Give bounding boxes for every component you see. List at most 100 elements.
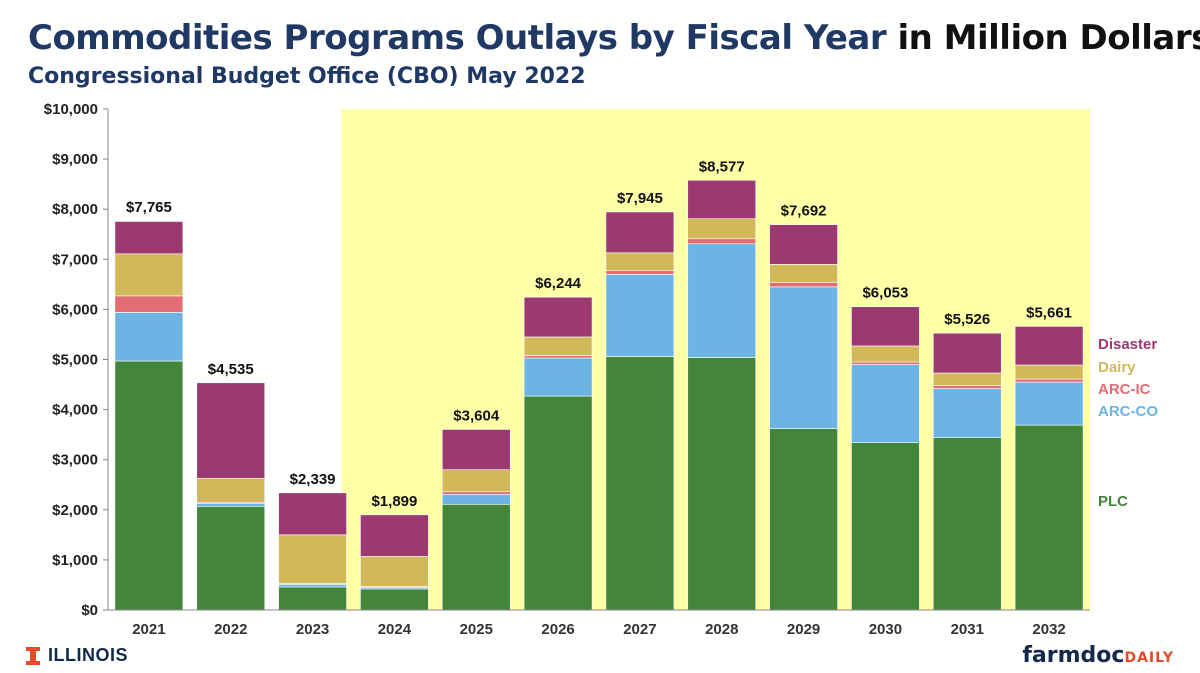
bar-segment-arc-co-2030: [851, 364, 920, 443]
x-tick-label-2021: 2021: [132, 621, 165, 638]
total-label-2021: $7,765: [126, 199, 172, 216]
bar-segment-dairy-2022: [196, 477, 266, 503]
legend-plc: PLC: [1098, 493, 1128, 510]
total-label-2028: $8,577: [699, 158, 745, 175]
bar-segment-arc-ic-2021: [114, 295, 184, 313]
bar-segment-dairy-2028: [687, 218, 757, 240]
legend-arc-co: ARC-CO: [1098, 403, 1158, 420]
bar-segment-plc-2026: [523, 395, 593, 611]
legend-disaster: Disaster: [1098, 336, 1157, 353]
total-label-2030: $6,053: [862, 285, 908, 302]
bar-segment-arc-ic-2028: [687, 238, 757, 245]
bar-segment-disaster-2027: [605, 211, 675, 254]
chart-title: Commodities Programs Outlays by Fiscal Y…: [28, 18, 1200, 58]
bar-segment-plc-2027: [605, 356, 675, 611]
y-tick-label: $4,000: [52, 402, 98, 419]
bar-segment-arc-ic-2032: [1014, 378, 1084, 383]
title-main: Commodities Programs Outlays by Fiscal Y…: [28, 18, 887, 58]
x-tick-label-2029: 2029: [787, 621, 820, 638]
legend-arc-ic: ARC-IC: [1098, 381, 1151, 398]
bar-segment-arc-co-2022: [196, 502, 266, 507]
total-label-2032: $5,661: [1026, 304, 1072, 321]
x-tick-label-2025: 2025: [460, 621, 493, 638]
bar-segment-arc-co-2023: [278, 584, 347, 588]
y-tick-label: $1,000: [52, 552, 98, 569]
y-tick-label: $6,000: [52, 301, 98, 318]
bar-segment-plc-2029: [769, 428, 838, 611]
bar-segment-plc-2030: [851, 442, 920, 611]
x-tick-label-2030: 2030: [869, 621, 902, 638]
bar-segment-dairy-2023: [278, 534, 347, 584]
total-label-2022: $4,535: [208, 361, 254, 378]
block-i-icon: [26, 646, 40, 665]
bar-segment-plc-2028: [687, 357, 757, 611]
bar-segment-arc-co-2026: [523, 357, 593, 397]
bar-segment-dairy-2031: [932, 372, 1002, 386]
bar-segment-dairy-2027: [605, 252, 675, 271]
total-label-2027: $7,945: [617, 190, 663, 207]
bar-segment-plc-2022: [196, 505, 266, 611]
bar-segment-arc-co-2031: [932, 388, 1002, 438]
bar-segment-arc-co-2032: [1014, 381, 1084, 426]
bar-segment-disaster-2023: [278, 492, 347, 536]
farmdoc-daily-logo: farmdocDAILY: [1022, 643, 1174, 668]
bar-segment-arc-ic-2029: [769, 282, 838, 288]
bar-segment-disaster-2024: [360, 514, 429, 557]
bar-segment-plc-2024: [360, 588, 429, 611]
x-tick-label-2024: 2024: [378, 621, 412, 638]
bar-segment-plc-2025: [441, 503, 511, 611]
y-tick-label: $5,000: [52, 352, 98, 369]
total-label-2031: $5,526: [944, 311, 990, 328]
total-label-2023: $2,339: [290, 471, 336, 488]
legend-dairy: Dairy: [1098, 359, 1136, 376]
y-tick-label: $7,000: [52, 251, 98, 268]
bar-segment-disaster-2030: [851, 306, 920, 347]
bar-segment-disaster-2028: [687, 179, 757, 220]
bar-segment-dairy-2032: [1014, 364, 1084, 380]
x-tick-label-2026: 2026: [541, 621, 574, 638]
bar-segment-disaster-2025: [441, 429, 511, 471]
bar-segment-arc-ic-2030: [851, 361, 920, 365]
bar-segment-disaster-2026: [523, 296, 593, 338]
bar-segment-arc-co-2027: [605, 274, 675, 357]
bar-segment-disaster-2032: [1014, 326, 1084, 366]
bar-segment-dairy-2021: [114, 253, 184, 297]
bar-segment-dairy-2029: [769, 264, 838, 283]
y-tick-label: $2,000: [52, 502, 98, 519]
y-tick-label: $8,000: [52, 201, 98, 218]
x-tick-label-2022: 2022: [214, 621, 247, 638]
total-label-2024: $1,899: [371, 493, 417, 510]
title-suffix: in Million Dollars: [897, 18, 1200, 58]
y-tick-label: $9,000: [52, 151, 98, 168]
bar-segment-disaster-2029: [769, 224, 838, 265]
bar-segment-arc-ic-2025: [441, 491, 511, 495]
total-label-2025: $3,604: [453, 407, 500, 424]
x-tick-label-2027: 2027: [623, 621, 656, 638]
bar-segment-disaster-2031: [932, 332, 1002, 374]
x-tick-label-2028: 2028: [705, 621, 738, 638]
bar-segment-dairy-2025: [441, 469, 511, 493]
y-tick-label: $0: [81, 602, 98, 619]
bar-segment-dairy-2024: [360, 556, 429, 587]
bar-segment-dairy-2026: [523, 336, 593, 356]
bar-segment-plc-2032: [1014, 424, 1084, 611]
bar-segment-dairy-2030: [851, 345, 920, 363]
bar-segment-arc-co-2029: [769, 286, 838, 429]
illinois-logo: ILLINOIS: [26, 645, 128, 666]
farmdoc-logo-text: farmdoc: [1022, 643, 1125, 668]
daily-logo-text: DAILY: [1124, 650, 1174, 666]
bar-segment-disaster-2022: [196, 382, 266, 479]
y-tick-label: $3,000: [52, 452, 98, 469]
chart-subtitle: Congressional Budget Office (CBO) May 20…: [28, 64, 586, 89]
x-tick-label-2023: 2023: [296, 621, 329, 638]
bar-segment-plc-2031: [932, 437, 1002, 611]
bar-segment-arc-ic-2027: [605, 270, 675, 275]
x-tick-label-2032: 2032: [1032, 621, 1065, 638]
bar-segment-plc-2021: [114, 360, 184, 611]
bar-segment-arc-co-2021: [114, 312, 184, 362]
bar-segment-disaster-2021: [114, 221, 184, 255]
bar-segment-arc-co-2028: [687, 243, 757, 358]
bar-segment-arc-co-2025: [441, 493, 511, 505]
bar-segment-plc-2023: [278, 586, 347, 611]
